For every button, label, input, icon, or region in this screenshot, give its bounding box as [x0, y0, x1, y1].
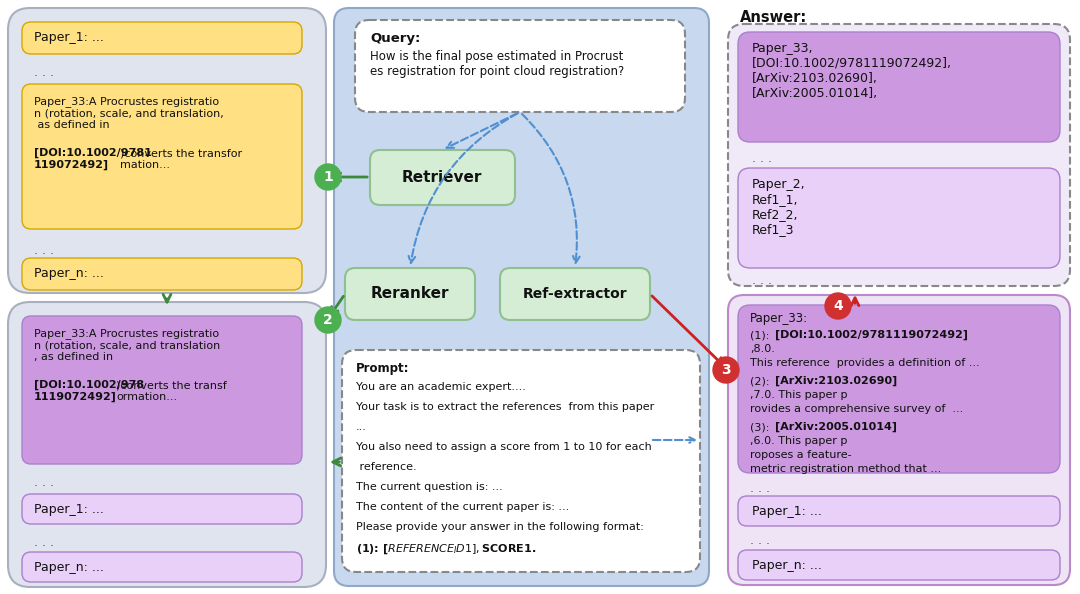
Text: Paper_33:: Paper_33: [750, 312, 808, 325]
FancyBboxPatch shape [500, 268, 650, 320]
Text: Paper_n: ...: Paper_n: ... [33, 267, 104, 280]
FancyBboxPatch shape [22, 22, 302, 54]
Text: [DOI:10.1002/9781119072492]: [DOI:10.1002/9781119072492] [775, 330, 968, 340]
Text: [ArXiv:2005.01014]: [ArXiv:2005.01014] [775, 422, 897, 432]
Text: 3: 3 [721, 363, 731, 377]
FancyBboxPatch shape [355, 20, 685, 112]
Text: metric registration method that ...: metric registration method that ... [750, 464, 942, 474]
Text: ,8.0.: ,8.0. [750, 344, 774, 354]
Text: Answer:: Answer: [740, 10, 807, 25]
Circle shape [713, 357, 739, 383]
Text: )converts the transfor
mation...: )converts the transfor mation... [120, 148, 242, 170]
Text: Paper_2,
Ref1_1,
Ref2_2,
Ref1_3: Paper_2, Ref1_1, Ref2_2, Ref1_3 [752, 178, 806, 236]
Text: . . .: . . . [750, 534, 770, 547]
FancyBboxPatch shape [738, 32, 1059, 142]
Text: 1: 1 [323, 170, 333, 184]
Text: This reference  provides a definition of ...: This reference provides a definition of … [750, 358, 980, 368]
Text: [DOI:10.1002/9781
119072492]: [DOI:10.1002/9781 119072492] [33, 148, 152, 170]
Text: ...: ... [356, 422, 367, 432]
Text: (3):: (3): [750, 422, 773, 432]
Text: The current question is: ...: The current question is: ... [356, 482, 503, 492]
FancyBboxPatch shape [728, 24, 1070, 286]
Text: Your task is to extract the references  from this paper: Your task is to extract the references f… [356, 402, 654, 412]
Text: (2):: (2): [750, 376, 773, 386]
Text: . . .: . . . [752, 152, 772, 165]
Text: Reranker: Reranker [370, 286, 449, 302]
FancyBboxPatch shape [345, 268, 475, 320]
Text: ,6.0. This paper p: ,6.0. This paper p [750, 436, 848, 446]
Text: . . .: . . . [752, 274, 772, 287]
FancyBboxPatch shape [22, 316, 302, 464]
Text: reference.: reference. [356, 462, 417, 472]
Text: . . .: . . . [33, 476, 54, 489]
Text: 4: 4 [833, 299, 842, 313]
Circle shape [825, 293, 851, 319]
FancyBboxPatch shape [22, 258, 302, 290]
Circle shape [315, 307, 341, 333]
Text: Paper_1: ...: Paper_1: ... [752, 504, 822, 517]
Text: . . .: . . . [33, 66, 54, 79]
Text: Paper_1: ...: Paper_1: ... [33, 31, 104, 45]
FancyBboxPatch shape [738, 550, 1059, 580]
Text: (1): [$REFERENCE_ID1], $SCORE1.: (1): [$REFERENCE_ID1], $SCORE1. [356, 542, 537, 555]
Text: Paper_1: ...: Paper_1: ... [33, 503, 104, 516]
FancyBboxPatch shape [370, 150, 515, 205]
FancyBboxPatch shape [8, 8, 326, 293]
Text: You also need to assign a score from 1 to 10 for each: You also need to assign a score from 1 t… [356, 442, 651, 452]
Text: The content of the current paper is: ...: The content of the current paper is: ... [356, 502, 569, 512]
FancyBboxPatch shape [738, 496, 1059, 526]
FancyBboxPatch shape [22, 84, 302, 229]
Text: 2: 2 [323, 313, 333, 327]
FancyBboxPatch shape [738, 305, 1059, 473]
Text: rovides a comprehensive survey of  ...: rovides a comprehensive survey of ... [750, 404, 963, 414]
Text: Prompt:: Prompt: [356, 362, 409, 375]
FancyBboxPatch shape [22, 552, 302, 582]
Text: . . .: . . . [750, 482, 770, 495]
Text: Paper_33:A Procrustes registratio
n (rotation, scale, and translation,
 as defin: Paper_33:A Procrustes registratio n (rot… [33, 96, 224, 130]
FancyBboxPatch shape [8, 302, 326, 587]
FancyBboxPatch shape [728, 295, 1070, 585]
Text: Retriever: Retriever [402, 169, 482, 185]
Text: [ArXiv:2103.02690]: [ArXiv:2103.02690] [775, 376, 897, 386]
Text: . . .: . . . [33, 536, 54, 549]
Text: Paper_33:A Procrustes registratio
n (rotation, scale, and translation
, as defin: Paper_33:A Procrustes registratio n (rot… [33, 328, 220, 362]
Text: . . .: . . . [33, 244, 54, 257]
Text: [DOI:10.1002/978
1119072492]: [DOI:10.1002/978 1119072492] [33, 380, 144, 402]
Text: roposes a feature-: roposes a feature- [750, 450, 852, 460]
Text: Ref-extractor: Ref-extractor [523, 287, 627, 301]
Text: )converts the transf
ormation...: )converts the transf ormation... [116, 380, 227, 402]
Text: Paper_n: ...: Paper_n: ... [33, 561, 104, 573]
FancyBboxPatch shape [738, 168, 1059, 268]
Text: (1):: (1): [750, 330, 773, 340]
Circle shape [315, 164, 341, 190]
Text: Query:: Query: [370, 32, 420, 45]
Text: You are an academic expert....: You are an academic expert.... [356, 382, 526, 392]
Text: ,7.0. This paper p: ,7.0. This paper p [750, 390, 848, 400]
FancyBboxPatch shape [22, 494, 302, 524]
Text: Please provide your answer in the following format:: Please provide your answer in the follow… [356, 522, 644, 532]
FancyBboxPatch shape [334, 8, 708, 586]
Text: How is the final pose estimated in Procrust
es registration for point cloud regi: How is the final pose estimated in Procr… [370, 50, 624, 78]
Text: Paper_33,
[DOI:10.1002/9781119072492],
[ArXiv:2103.02690],
[ArXiv:2005.01014],: Paper_33, [DOI:10.1002/9781119072492], [… [752, 42, 951, 100]
Text: Paper_n: ...: Paper_n: ... [752, 558, 822, 571]
FancyBboxPatch shape [342, 350, 700, 572]
